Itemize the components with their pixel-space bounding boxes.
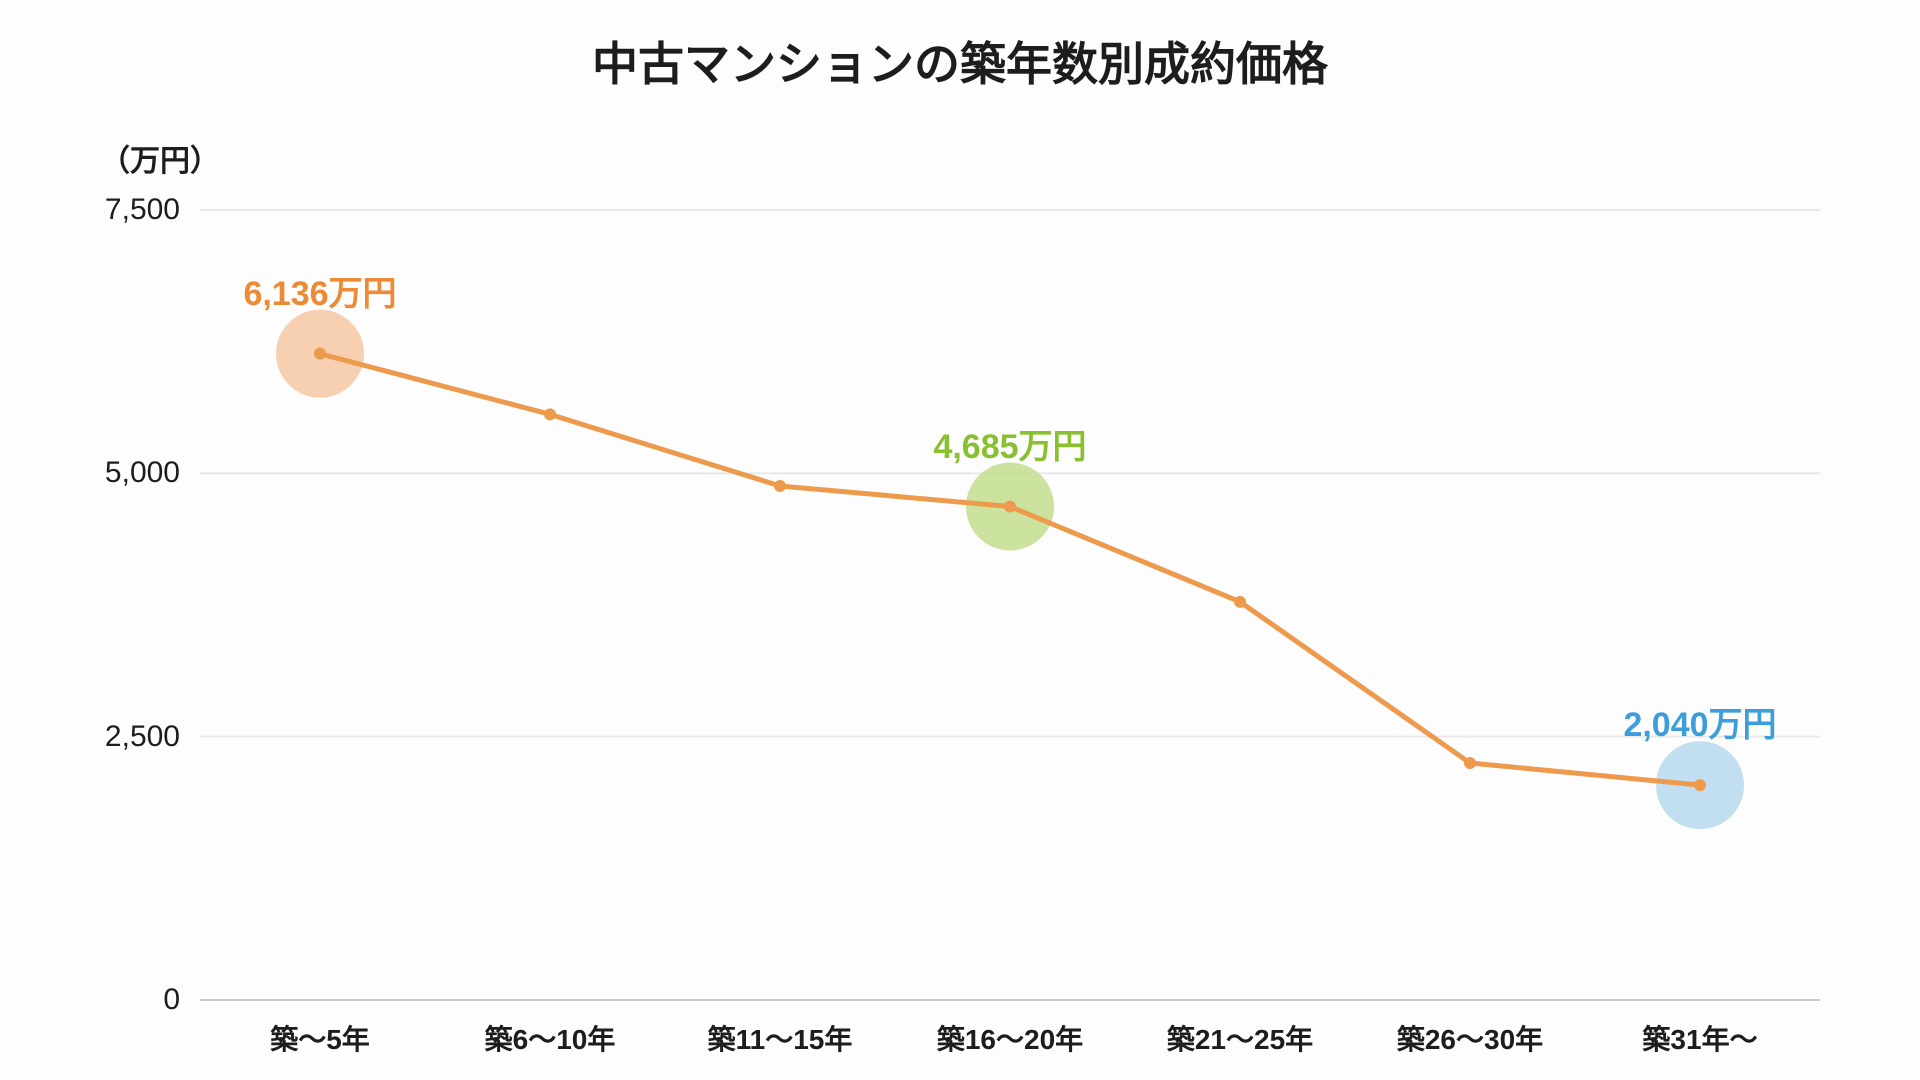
x-tick-label: 築11〜15年 — [708, 1018, 853, 1058]
chart-svg — [0, 0, 1920, 1080]
x-tick-label: 築26〜30年 — [1397, 1018, 1543, 1058]
x-tick-label: 築16〜20年 — [937, 1018, 1083, 1058]
x-tick-label: 築31年〜 — [1642, 1018, 1757, 1058]
x-tick-label: 築21〜25年 — [1167, 1018, 1313, 1058]
x-tick-label: 築6〜10年 — [485, 1018, 616, 1058]
x-tick-label: 築〜5年 — [270, 1018, 370, 1058]
y-tick-label: 5,000 — [40, 456, 180, 490]
data-callout: 4,685万円 — [933, 419, 1086, 468]
data-callout: 6,136万円 — [243, 266, 396, 315]
y-tick-label: 2,500 — [40, 720, 180, 754]
y-tick-label: 7,500 — [40, 193, 180, 227]
y-tick-label: 0 — [40, 983, 180, 1017]
data-callout: 2,040万円 — [1623, 697, 1776, 746]
